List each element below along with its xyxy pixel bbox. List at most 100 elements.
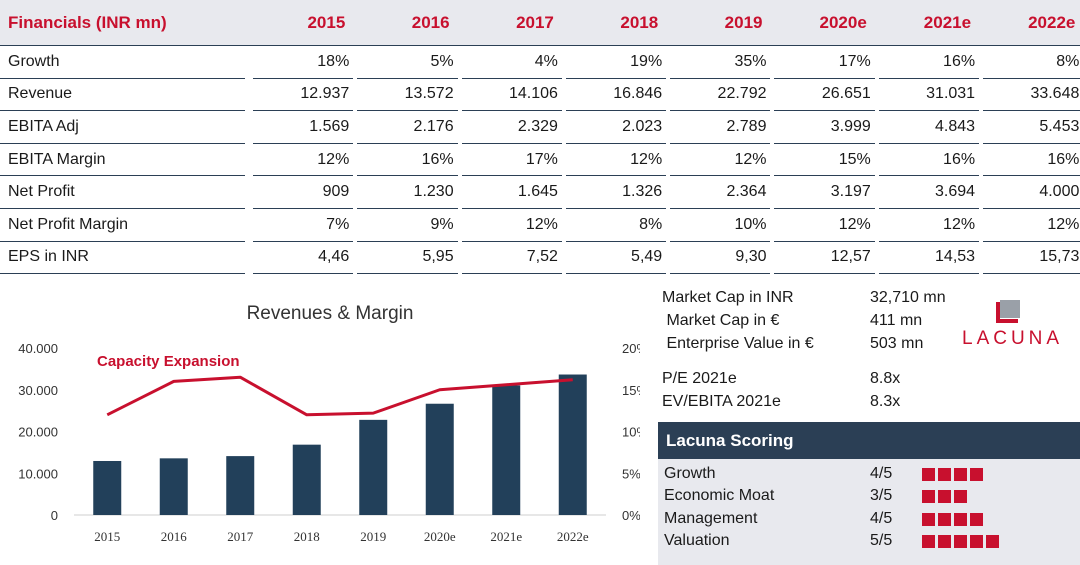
table-cell: 12.937 <box>253 79 354 112</box>
score-squares <box>922 513 983 526</box>
score-row: Management 4/5 <box>658 510 1080 532</box>
lacuna-logo: LACUNA <box>960 296 1066 354</box>
row-label: EBITA Adj <box>0 111 245 144</box>
table-cell: 31.031 <box>878 79 980 112</box>
chart-title: Revenues & Margin <box>247 303 414 324</box>
metric-value: 32,710 mn <box>870 289 946 306</box>
table-row: Net Profit Margin 7% 9% 12% 8% 10% 12% 12% 12% <box>0 209 1080 242</box>
score-square-icon <box>954 468 967 481</box>
score-square-icon <box>938 535 951 548</box>
table-cell: 12% <box>878 209 980 242</box>
score-row: Valuation 5/5 <box>658 532 1080 554</box>
score-square-icon <box>954 535 967 548</box>
table-cell: 15% <box>774 144 875 177</box>
score-squares <box>922 535 999 548</box>
revenue-margin-chart: Revenues & Margin 0 10.000 20.000 30.000 40.0… <box>0 293 640 565</box>
year-header: 2020e <box>819 12 867 32</box>
logo-mark-icon <box>996 300 1020 323</box>
table-cell: 5% <box>357 46 458 79</box>
score-value: 5/5 <box>870 532 893 549</box>
table-row: EPS in INR 4,46 5,95 7,52 5,49 9,30 12,57 14,53… <box>0 242 1080 275</box>
table-cell: 2.176 <box>357 111 458 144</box>
score-row: Economic Moat 3/5 <box>658 487 1080 509</box>
metric-label: EV/EBITA 2021e <box>662 393 781 410</box>
table-cell: 12% <box>253 144 354 177</box>
table-cell: 2.789 <box>670 111 771 144</box>
table-cell: 2.023 <box>565 111 667 144</box>
table-cell: 12% <box>983 209 1080 242</box>
x-tick-label: 2015 <box>94 529 120 544</box>
table-cell: 18% <box>253 46 354 79</box>
y-left-tick-label: 10.000 <box>18 466 58 481</box>
x-tick-label: 2017 <box>227 529 254 544</box>
table-cell: 1.645 <box>461 176 562 209</box>
table-cell: 8% <box>565 209 667 242</box>
revenue-bar <box>558 374 587 515</box>
revenue-bar <box>425 403 454 515</box>
table-cell: 16% <box>878 46 980 79</box>
table-cell: 22.792 <box>670 79 771 112</box>
y-right-tick-label: 0% <box>622 508 640 523</box>
x-tick-label: 2018 <box>294 529 320 544</box>
year-header: 2021e <box>923 12 972 32</box>
table-cell: 12% <box>670 144 771 177</box>
table-body: Growth 18% 5% 4% 19% 35% 17% 16% 8% Revenue 12.937… <box>0 46 1080 275</box>
table-title: Financials (INR mn) <box>8 12 167 32</box>
row-label: EPS in INR <box>0 242 245 275</box>
y-right-tick-label: 5% <box>622 466 640 481</box>
table-cell: 4.843 <box>878 111 980 144</box>
metric-label: Market Cap in INR <box>662 289 794 306</box>
table-cell: 3.999 <box>774 111 875 144</box>
table-cell: 12,57 <box>774 242 875 275</box>
y-right-tick-label: 20% <box>622 341 640 356</box>
metric-label: Enterprise Value in € <box>662 335 814 352</box>
score-square-icon <box>938 468 951 481</box>
table-cell: 16% <box>878 144 980 177</box>
score-square-icon <box>938 490 951 503</box>
table-cell: 14,53 <box>878 242 980 275</box>
score-label: Management <box>664 510 758 527</box>
score-label: Valuation <box>664 532 730 549</box>
financials-table: Financials (INR mn) 2015 2016 2017 2018 … <box>0 0 1080 275</box>
x-tick-label: 2016 <box>161 529 188 544</box>
table-cell: 16% <box>357 144 458 177</box>
year-header: 2015 <box>307 12 346 32</box>
metric-label: P/E 2021e <box>662 370 737 387</box>
table-cell: 19% <box>565 46 667 79</box>
y-left-tick-label: 20.000 <box>18 425 58 440</box>
score-value: 4/5 <box>870 465 893 482</box>
table-cell: 7,52 <box>461 242 562 275</box>
chart-svg: Revenues & Margin 0 10.000 20.000 30.000 40.0… <box>18 303 640 544</box>
score-square-icon <box>986 535 999 548</box>
table-cell: 17% <box>461 144 562 177</box>
table-row: EBITA Adj 1.569 2.176 2.329 2.023 2.789 3.999 4… <box>0 111 1080 144</box>
table-cell: 15,73 <box>983 242 1080 275</box>
revenue-bar <box>359 419 388 515</box>
lacuna-scoring-panel: Lacuna Scoring Growth 4/5 Economic Moat 3/5… <box>658 422 1080 565</box>
y-left-tick-label: 0 <box>51 508 58 523</box>
table-cell: 9% <box>357 209 458 242</box>
table-cell: 3.694 <box>878 176 980 209</box>
table-cell: 3.197 <box>774 176 875 209</box>
table-cell: 8% <box>983 46 1080 79</box>
table-cell: 13.572 <box>357 79 458 112</box>
score-label: Growth <box>664 465 716 482</box>
table-cell: 4% <box>461 46 562 79</box>
score-square-icon <box>954 490 967 503</box>
metric-value: 411 mn <box>870 312 923 329</box>
table-cell: 5,95 <box>357 242 458 275</box>
score-value: 4/5 <box>870 510 893 527</box>
score-square-icon <box>970 468 983 481</box>
score-square-icon <box>922 513 935 526</box>
table-cell: 5.453 <box>983 111 1080 144</box>
table-cell: 17% <box>774 46 875 79</box>
table-cell: 12% <box>565 144 667 177</box>
row-label: Growth <box>0 46 245 79</box>
table-cell: 4,46 <box>253 242 354 275</box>
row-label: Net Profit Margin <box>0 209 245 242</box>
table-cell: 2.364 <box>670 176 771 209</box>
x-tick-label: 2019 <box>360 529 386 544</box>
y-left-tick-label: 40.000 <box>18 341 58 356</box>
table-cell: 35% <box>670 46 771 79</box>
score-squares <box>922 490 967 503</box>
